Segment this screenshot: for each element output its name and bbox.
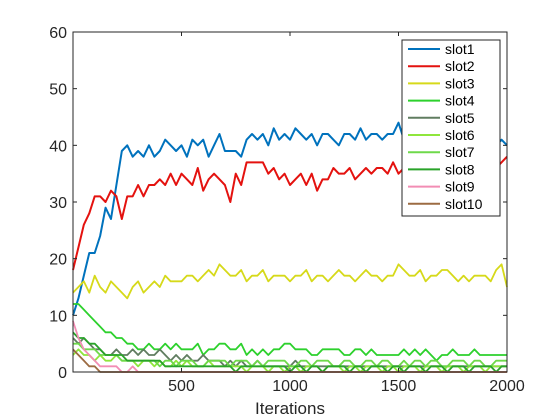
legend-label-slot1: slot1 bbox=[445, 41, 475, 57]
series-line-slot3 bbox=[72, 263, 508, 300]
legend-label-slot2: slot2 bbox=[445, 58, 475, 74]
y-tick-label: 0 bbox=[58, 365, 67, 382]
legend-label-slot9: slot9 bbox=[445, 179, 475, 195]
legend-label-slot5: slot5 bbox=[445, 110, 475, 126]
y-tick-label: 30 bbox=[49, 195, 67, 212]
x-tick-label: 1500 bbox=[381, 378, 417, 395]
y-tick-label: 40 bbox=[49, 138, 67, 155]
y-tick-label: 10 bbox=[49, 308, 67, 325]
legend-label-slot7: slot7 bbox=[445, 144, 475, 160]
y-tick-label: 50 bbox=[49, 82, 67, 99]
legend-label-slot8: slot8 bbox=[445, 161, 475, 177]
legend-label-slot6: slot6 bbox=[445, 127, 475, 143]
x-tick-label: 1000 bbox=[272, 378, 308, 395]
series-line-slot4 bbox=[73, 303, 507, 362]
legend-label-slot10: slot10 bbox=[445, 196, 483, 212]
legend-label-slot4: slot4 bbox=[445, 93, 475, 109]
x-tick-label: 500 bbox=[168, 378, 195, 395]
x-tick-label: 2000 bbox=[489, 378, 525, 395]
y-tick-label: 60 bbox=[49, 25, 67, 42]
x-axis-label: Iterations bbox=[255, 399, 325, 418]
y-tick-label: 20 bbox=[49, 252, 67, 269]
tick-layer: 500 1000 1500 2000 0 10 20 30 40 50 60 bbox=[49, 25, 525, 395]
legend-label-slot3: slot3 bbox=[445, 75, 475, 91]
